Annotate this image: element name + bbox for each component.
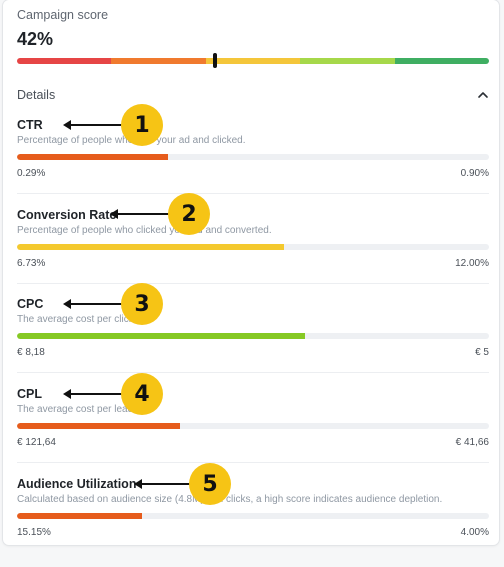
metric-audience-utilization: Audience Utilization Calculated based on… xyxy=(17,477,489,567)
arrow-icon xyxy=(63,120,122,130)
metric-name: Conversion Rate xyxy=(17,208,117,222)
campaign-score-card: Campaign score 42% Details CTR Percentag… xyxy=(3,0,499,545)
divider xyxy=(17,283,489,284)
metric-track xyxy=(17,333,489,339)
metric-track xyxy=(17,513,489,519)
number-badge: 2 xyxy=(168,193,210,235)
metric-fill xyxy=(17,154,169,160)
chevron-up-icon[interactable] xyxy=(476,88,490,102)
metric-name: CPL xyxy=(17,387,42,401)
arrow-icon xyxy=(110,209,170,219)
number-badge: 4 xyxy=(121,373,163,415)
metric-high-value: € 5 xyxy=(475,347,489,358)
metric-description: The average cost per lead. xyxy=(17,404,136,415)
metric-name: CTR xyxy=(17,118,43,132)
scale-segment xyxy=(394,58,489,64)
metric-low-value: 15.15% xyxy=(17,527,51,538)
campaign-score-label: Campaign score xyxy=(17,8,109,22)
campaign-score-value: 42% xyxy=(17,29,54,49)
metric-track xyxy=(17,244,489,250)
metric-fill xyxy=(17,513,143,519)
number-badge: 1 xyxy=(121,104,163,146)
metric-fill xyxy=(17,333,305,339)
scale-segment xyxy=(111,58,206,64)
divider xyxy=(17,462,489,463)
metric-track xyxy=(17,154,489,160)
number-badge: 5 xyxy=(189,463,231,505)
arrow-icon xyxy=(134,479,191,489)
scale-segment xyxy=(300,58,395,64)
divider xyxy=(17,372,489,373)
metric-cpc: CPC The average cost per click. € 8,18 €… xyxy=(17,297,489,387)
arrow-icon xyxy=(63,389,122,399)
arrow-icon xyxy=(63,299,122,309)
metric-low-value: 0.29% xyxy=(17,168,46,179)
number-badge: 3 xyxy=(121,283,163,325)
metric-name: Audience Utilization xyxy=(17,477,137,491)
metric-high-value: 0.90% xyxy=(460,168,489,179)
metric-high-value: € 41,66 xyxy=(455,437,489,448)
metric-low-value: € 8,18 xyxy=(17,347,45,358)
metric-high-value: 4.00% xyxy=(460,527,489,538)
metric-low-value: 6.73% xyxy=(17,258,46,269)
metric-description: The average cost per click. xyxy=(17,314,137,325)
scale-segment xyxy=(17,58,112,64)
metric-low-value: € 121,64 xyxy=(17,437,56,448)
score-marker xyxy=(213,53,218,68)
metric-fill xyxy=(17,423,180,429)
metric-description: Percentage of people who clicked your ad… xyxy=(17,225,272,236)
metric-conversion-rate: Conversion Rate Percentage of people who… xyxy=(17,208,489,298)
metric-fill xyxy=(17,244,284,250)
metric-cpl: CPL The average cost per lead. € 121,64 … xyxy=(17,387,489,477)
details-section-label: Details xyxy=(17,88,56,102)
metric-track xyxy=(17,423,489,429)
metric-description: Calculated based on audience size (4.8M)… xyxy=(17,494,443,505)
scale-segment xyxy=(205,58,301,64)
divider xyxy=(17,193,489,194)
metric-high-value: 12.00% xyxy=(455,258,489,269)
metric-ctr: CTR Percentage of people who saw your ad… xyxy=(17,118,489,208)
metric-name: CPC xyxy=(17,297,44,311)
score-scale-bar xyxy=(17,58,489,64)
